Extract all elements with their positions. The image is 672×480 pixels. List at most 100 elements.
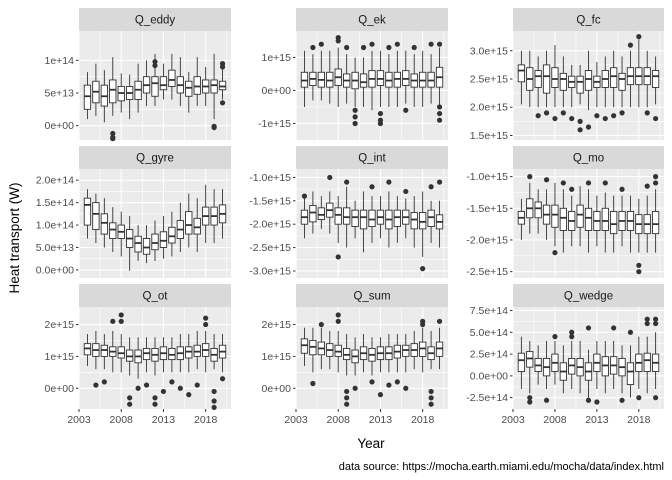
box-2004	[83, 189, 92, 239]
box-2009	[126, 216, 134, 271]
outlier-point	[636, 34, 642, 40]
box-2017	[193, 198, 201, 252]
box-2010	[568, 64, 576, 108]
box-2005	[309, 54, 317, 101]
y-tick-label: -2.5e+14	[466, 392, 508, 404]
box-2010	[568, 195, 576, 247]
outlier-point	[428, 401, 434, 407]
outlier-point	[594, 399, 600, 405]
outlier-point	[118, 318, 124, 324]
box-iqr	[334, 207, 342, 225]
box-2016	[402, 198, 410, 239]
outlier-point	[611, 113, 617, 119]
outlier-point	[160, 388, 167, 395]
box-2013	[376, 196, 385, 239]
box-iqr	[151, 76, 159, 97]
box-2012	[151, 220, 159, 261]
outlier-point	[436, 104, 443, 110]
y-tick-label: 1e+15	[45, 351, 75, 363]
facet-strip-label: Q_ot	[143, 291, 169, 303]
box-2018	[202, 184, 210, 244]
box-iqr	[343, 207, 351, 225]
outlier-point	[569, 186, 575, 192]
box-2018	[419, 50, 427, 107]
box-2020	[435, 327, 444, 370]
y-tick-label: 1e+14	[45, 55, 75, 67]
box-2014	[601, 341, 609, 394]
outlier-point	[577, 127, 583, 133]
box-2007	[542, 50, 551, 108]
outlier-point	[318, 41, 324, 47]
box-iqr	[618, 72, 626, 91]
box-2015	[176, 334, 184, 373]
outlier-point	[552, 115, 558, 122]
outlier-point	[344, 388, 350, 395]
box-iqr	[83, 84, 92, 110]
box-2011	[142, 225, 151, 264]
box-iqr	[542, 64, 551, 94]
box-iqr	[584, 207, 593, 231]
outlier-point	[386, 179, 392, 185]
box-2011	[142, 337, 151, 373]
box-2005	[92, 63, 100, 116]
outlier-point	[211, 398, 217, 404]
outlier-point	[152, 395, 158, 401]
outlier-point	[386, 44, 392, 51]
box-2006	[317, 50, 325, 101]
outlier-point	[436, 117, 443, 123]
box-2020	[651, 189, 660, 253]
facet-strip	[296, 8, 448, 31]
outlier-point	[203, 315, 209, 321]
outlier-point	[636, 269, 642, 275]
box-iqr	[359, 209, 368, 230]
facet-strip-label: Q_ek	[358, 15, 386, 27]
y-tick-label: -3.0e+15	[249, 265, 291, 277]
box-iqr	[559, 72, 567, 91]
box-2013	[159, 337, 168, 373]
box-2008	[334, 47, 342, 107]
box-2010	[351, 57, 359, 107]
panels-layer: Q_eddy 0e+00 5e+13 1e+14 Q_ek -1e+15 0e+00 1e+1…	[36, 8, 664, 426]
outlier-point	[110, 130, 116, 137]
outlier-point	[627, 329, 634, 335]
facet-strip	[79, 8, 231, 31]
box-2020	[435, 47, 444, 107]
outlier-point	[627, 42, 634, 48]
box-iqr	[193, 76, 201, 95]
box-2008	[117, 334, 125, 373]
box-iqr	[317, 207, 325, 220]
box-iqr	[168, 226, 176, 244]
outlier-point	[560, 110, 566, 116]
box-2019	[643, 195, 651, 253]
outlier-point	[344, 401, 350, 407]
box-2005	[309, 191, 317, 234]
y-tick-label: -2.5e+15	[249, 242, 291, 254]
outlier-point	[552, 250, 558, 256]
panel-q-int: Q_int -3.0e+15 -2.5e+15 -2.0e+15 -1.5e+15 -1.…	[249, 146, 448, 278]
box-iqr	[517, 352, 526, 372]
outlier-point	[110, 318, 116, 324]
panel-q-ek: Q_ek -1e+15 0e+00 1e+15	[258, 8, 448, 140]
outlier-point	[585, 397, 592, 403]
outlier-point	[543, 177, 550, 183]
box-iqr	[218, 80, 227, 91]
y-tick-label: 5e+13	[45, 88, 75, 100]
box-2019	[210, 53, 218, 120]
box-iqr	[210, 79, 218, 94]
box-iqr	[517, 64, 526, 83]
panel-q-eddy: Q_eddy 0e+00 5e+13 1e+14	[45, 8, 231, 142]
y-tick-label: -1.0e+15	[466, 171, 508, 183]
box-2020	[218, 189, 227, 239]
box-2016	[185, 193, 193, 248]
outlier-point	[436, 41, 443, 47]
box-2019	[210, 334, 218, 370]
box-2006	[534, 56, 542, 108]
box-2015	[176, 202, 184, 252]
outlier-point	[301, 193, 308, 199]
outlier-point	[344, 44, 350, 51]
outlier-point	[653, 180, 659, 186]
box-2009	[343, 334, 351, 376]
panel-q-fc: Q_fc 1.5e+15 2.0e+15 2.5e+15 3.0e+15	[470, 8, 664, 142]
box-iqr	[159, 76, 168, 91]
